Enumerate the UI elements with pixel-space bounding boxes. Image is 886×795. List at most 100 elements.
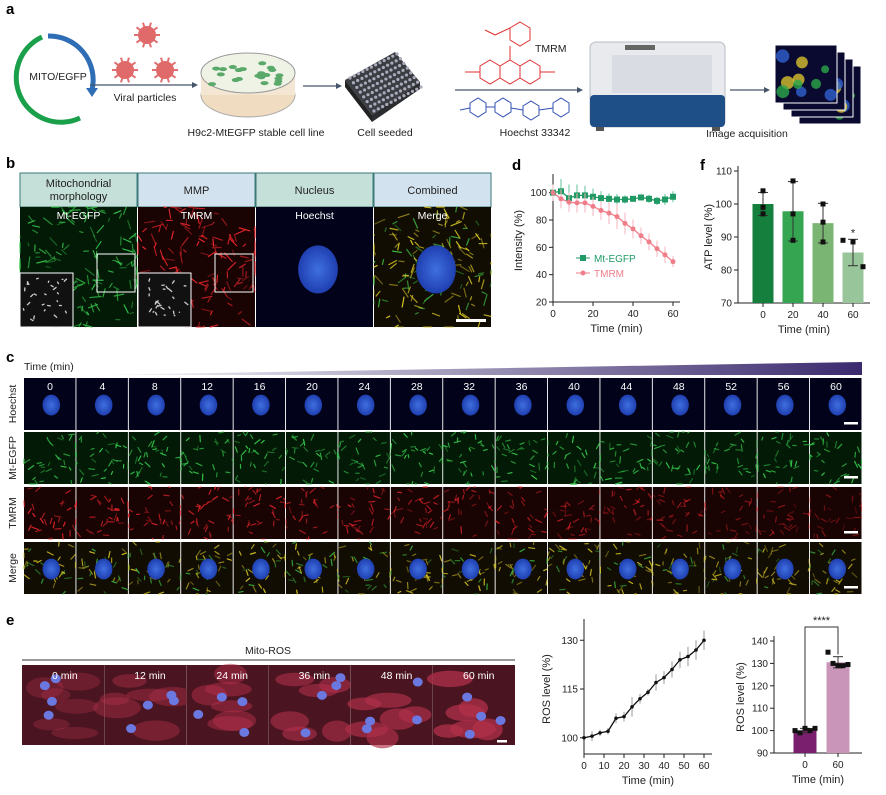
- timelapse-frame: [285, 486, 339, 540]
- nucleus: [316, 690, 327, 700]
- channel-label: TMRM: [181, 210, 213, 222]
- significance-marker: *: [851, 227, 856, 239]
- timelapse-frame: [652, 486, 705, 540]
- series-line-tmrm: [552, 192, 674, 263]
- data-point: [790, 211, 796, 217]
- row-label: Merge: [7, 553, 19, 583]
- inset-structure: [148, 308, 153, 313]
- time-label: 60: [830, 381, 842, 393]
- cell-body: [472, 718, 503, 741]
- timelapse-frame: [599, 541, 653, 595]
- data-point: [630, 195, 636, 202]
- timelapse-frame: [442, 486, 495, 539]
- timelapse-frame: [809, 486, 863, 540]
- y-axis-label: ROS level (%): [735, 662, 747, 732]
- nucleus: [252, 394, 270, 416]
- legend-label: TMRM: [594, 269, 624, 280]
- data-point: [812, 725, 818, 731]
- micrograph: [495, 487, 548, 539]
- inset-structure: [47, 280, 50, 283]
- cell-body: [347, 697, 382, 711]
- nucleus: [199, 394, 218, 416]
- cell-line-label: H9c2-MtEGFP stable cell line: [188, 127, 325, 139]
- x-tick-label: 50: [678, 761, 690, 772]
- y-tick-label: 20: [536, 298, 548, 309]
- tmrm-label: TMRM: [535, 43, 567, 55]
- column-header: [137, 172, 256, 208]
- timelapse-frame: [180, 542, 233, 595]
- frame-time-label: 24 min: [216, 670, 248, 682]
- micrograph: [548, 487, 600, 539]
- inset: [19, 272, 74, 328]
- timelapse-frame: 60: [810, 378, 862, 430]
- frame-time-label: 0 min: [52, 670, 78, 682]
- panel-label-c: c: [6, 349, 14, 366]
- nucleus: [43, 710, 54, 720]
- micrograph: [600, 487, 652, 539]
- inset-structure: [56, 291, 60, 295]
- x-tick-label: 30: [638, 761, 650, 772]
- inset-structure: [172, 310, 175, 315]
- data-point: [820, 201, 826, 207]
- micrograph: [705, 487, 757, 539]
- timelapse-frame: [756, 431, 810, 485]
- chart-ros-bar: 90 100 110 120 130 140 Time (min) ROS level (%)…: [735, 615, 862, 786]
- scale-bar: [844, 422, 858, 425]
- nucleus: [723, 394, 742, 416]
- data-point: [850, 239, 856, 245]
- time-label: 20: [306, 381, 318, 393]
- timelapse-frame: [181, 486, 234, 540]
- cell-body: [204, 681, 252, 697]
- timelapse-frame: [75, 487, 129, 539]
- timelapse-frame: 12: [181, 378, 233, 430]
- time-label: 48: [673, 381, 685, 393]
- timelapse-frame: [233, 486, 286, 540]
- workflow-diagram: MITO/EGFP Viral particles H9c2-MtEGFP st…: [13, 21, 862, 140]
- nucleus: [356, 558, 375, 580]
- time-gradient-bar: [90, 362, 862, 375]
- nucleus: [252, 558, 270, 580]
- data-point: [622, 220, 628, 226]
- ros-frame: 60 min: [426, 665, 515, 745]
- data-point: [622, 196, 628, 203]
- nucleus: [193, 709, 204, 719]
- data-point: [646, 195, 652, 202]
- cell-body: [433, 724, 464, 738]
- panel-label-f: f: [700, 157, 706, 174]
- data-point: [820, 239, 826, 245]
- data-point: [797, 730, 803, 736]
- x-tick-label: 0: [802, 760, 808, 771]
- time-label: 16: [254, 381, 266, 393]
- timelapse-frame: [809, 432, 863, 485]
- nucleus: [514, 394, 532, 416]
- data-point: [630, 705, 634, 709]
- cell-body: [99, 692, 130, 706]
- cell-seeded-label: Cell seeded: [357, 127, 413, 139]
- nucleus: [216, 692, 227, 702]
- inset-structure: [184, 301, 189, 306]
- timelapse-frame: [599, 432, 653, 485]
- nucleus: [566, 558, 585, 580]
- nucleus: [94, 394, 113, 416]
- data-point: [558, 196, 564, 202]
- timelapse-frame: 0: [24, 378, 76, 430]
- nucleus: [42, 394, 61, 416]
- ros-frame: 48 min: [345, 665, 433, 749]
- nucleus: [476, 711, 487, 721]
- timelapse-frame: [233, 541, 286, 594]
- timelapse-frame: [652, 431, 705, 485]
- timelapse-frame: [285, 541, 339, 595]
- data-point: [670, 259, 676, 265]
- nucleus: [50, 674, 61, 684]
- nucleus: [409, 558, 427, 580]
- data-point: [606, 195, 612, 202]
- inset-structure: [157, 304, 162, 307]
- timelapse-frame: [128, 541, 181, 595]
- hoechst-label: Hoechst 33342: [500, 127, 571, 139]
- cell-body: [282, 726, 318, 742]
- data-point: [614, 716, 618, 721]
- timelapse-frame: 20: [286, 378, 338, 430]
- inset-structure: [26, 281, 29, 286]
